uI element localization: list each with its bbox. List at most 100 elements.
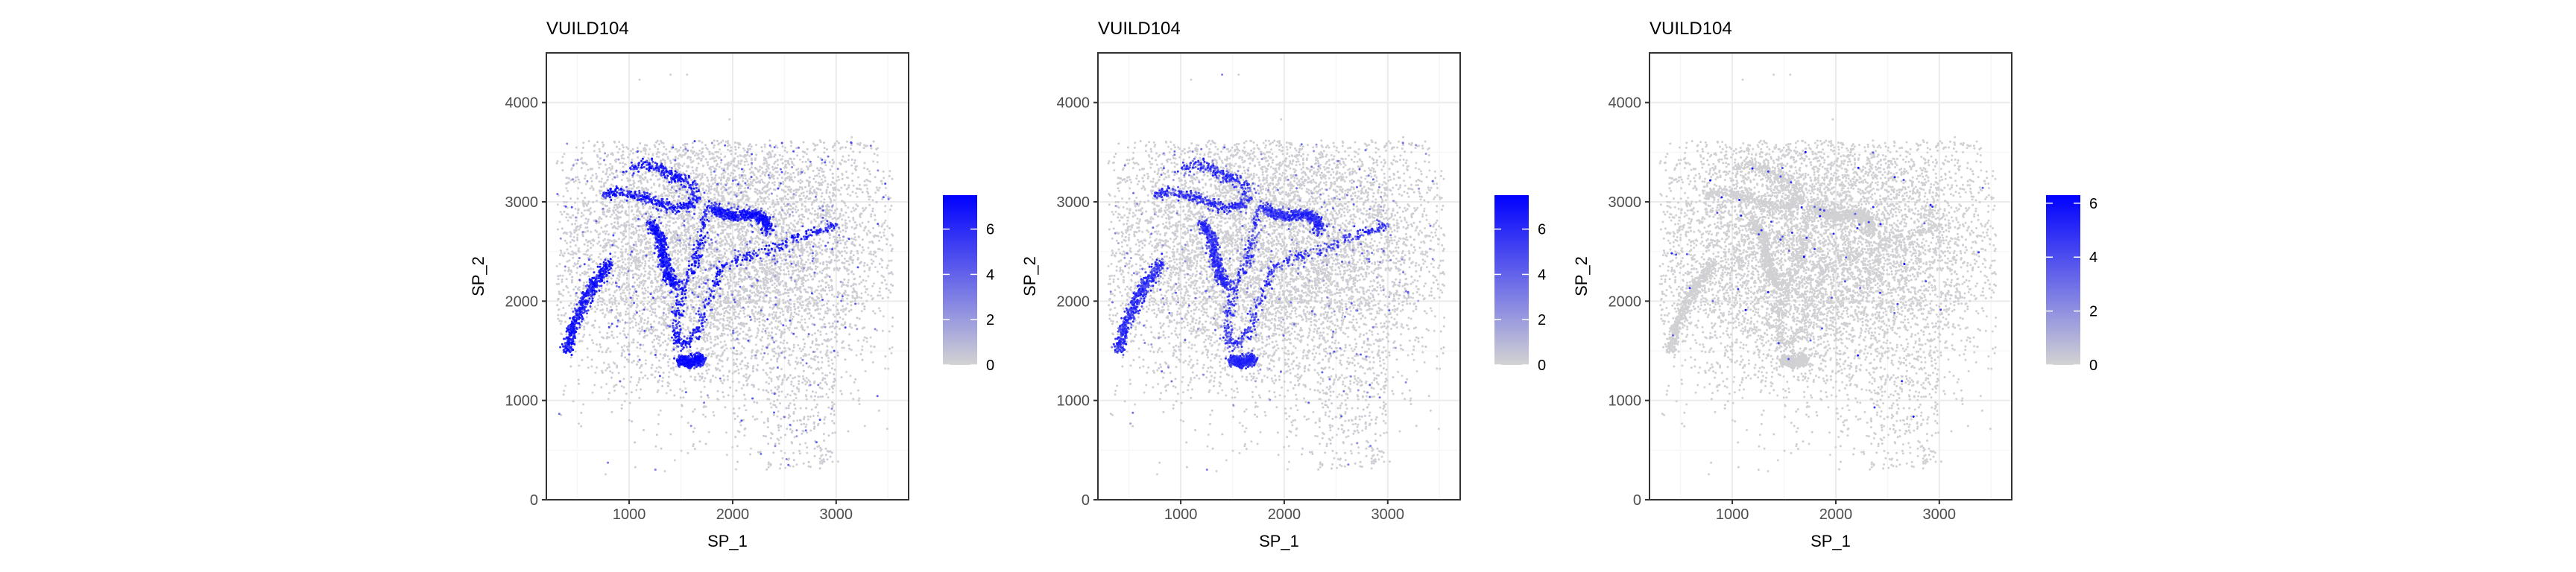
data-point (826, 345, 829, 348)
data-point (850, 301, 852, 303)
data-point (786, 253, 789, 256)
data-point (772, 168, 775, 171)
data-point (595, 222, 598, 225)
data-point (867, 275, 870, 278)
data-point (824, 179, 827, 182)
data-point (746, 153, 749, 156)
data-point (834, 241, 837, 244)
data-point (559, 254, 561, 257)
data-point (576, 197, 579, 200)
data-point (866, 168, 869, 171)
data-point (689, 252, 692, 255)
data-point (771, 165, 774, 168)
data-point (743, 325, 745, 328)
data-point (714, 335, 717, 338)
data-point (584, 222, 587, 224)
data-point (793, 302, 796, 305)
data-point (587, 244, 590, 247)
data-point (618, 269, 621, 272)
data-point (695, 222, 698, 225)
data-point (679, 245, 682, 247)
data-point (824, 159, 827, 162)
data-point (730, 146, 733, 149)
data-point (644, 153, 647, 155)
data-point (774, 333, 777, 336)
data-point (849, 147, 852, 150)
data-point (707, 368, 710, 371)
data-point (757, 206, 760, 209)
data-point (698, 139, 701, 142)
data-point (650, 314, 653, 317)
data-point (830, 367, 833, 370)
data-point (667, 375, 670, 378)
data-point (700, 292, 703, 295)
data-point (736, 334, 739, 337)
data-point (654, 311, 657, 314)
data-point (702, 231, 705, 234)
data-point (720, 182, 723, 185)
data-point (638, 378, 641, 381)
data-point (786, 393, 789, 396)
data-point (738, 407, 741, 410)
data-point (845, 240, 848, 243)
data-point (820, 195, 823, 198)
data-point (805, 407, 808, 410)
data-point (735, 389, 738, 392)
data-point (587, 366, 590, 369)
data-point (744, 276, 747, 279)
data-point (761, 330, 764, 333)
data-point (619, 162, 622, 165)
data-point (802, 194, 805, 197)
data-point (647, 320, 650, 323)
data-point (655, 153, 658, 156)
data-point (612, 232, 615, 235)
data-point (739, 327, 742, 330)
data-point (733, 252, 736, 254)
data-point (616, 336, 619, 338)
data-point (587, 264, 590, 267)
data-point (716, 298, 719, 301)
data-point (785, 273, 788, 276)
data-point (667, 364, 670, 367)
data-point (597, 350, 600, 353)
data-point (682, 244, 685, 247)
data-point (827, 396, 830, 399)
data-point (679, 171, 682, 174)
data-point (784, 395, 787, 398)
data-point (661, 176, 664, 179)
data-point (663, 334, 666, 336)
data-point (756, 302, 759, 305)
data-point (567, 290, 570, 293)
data-point (827, 299, 830, 302)
data-point (603, 316, 606, 319)
data-point (784, 146, 786, 149)
data-point (704, 158, 707, 161)
data-point (718, 250, 721, 253)
data-point (801, 258, 804, 261)
data-point (700, 209, 703, 212)
data-point (654, 145, 657, 148)
data-point (576, 238, 579, 241)
data-point (577, 378, 580, 381)
data-point (812, 238, 815, 241)
data-point (700, 182, 703, 185)
data-point (650, 285, 653, 288)
data-point (808, 317, 811, 320)
data-point (578, 382, 581, 385)
data-point (636, 384, 638, 387)
data-point (763, 199, 765, 202)
data-point (812, 415, 815, 417)
data-point (799, 173, 802, 175)
data-point (754, 237, 757, 240)
data-point (655, 433, 658, 436)
data-point (854, 378, 857, 381)
data-point (606, 168, 608, 171)
data-point (642, 235, 645, 238)
data-point (842, 283, 845, 286)
data-point (616, 260, 619, 263)
data-point (705, 362, 708, 365)
data-point (692, 232, 695, 235)
data-point (709, 158, 712, 161)
data-point (787, 188, 790, 191)
data-point (797, 172, 800, 175)
